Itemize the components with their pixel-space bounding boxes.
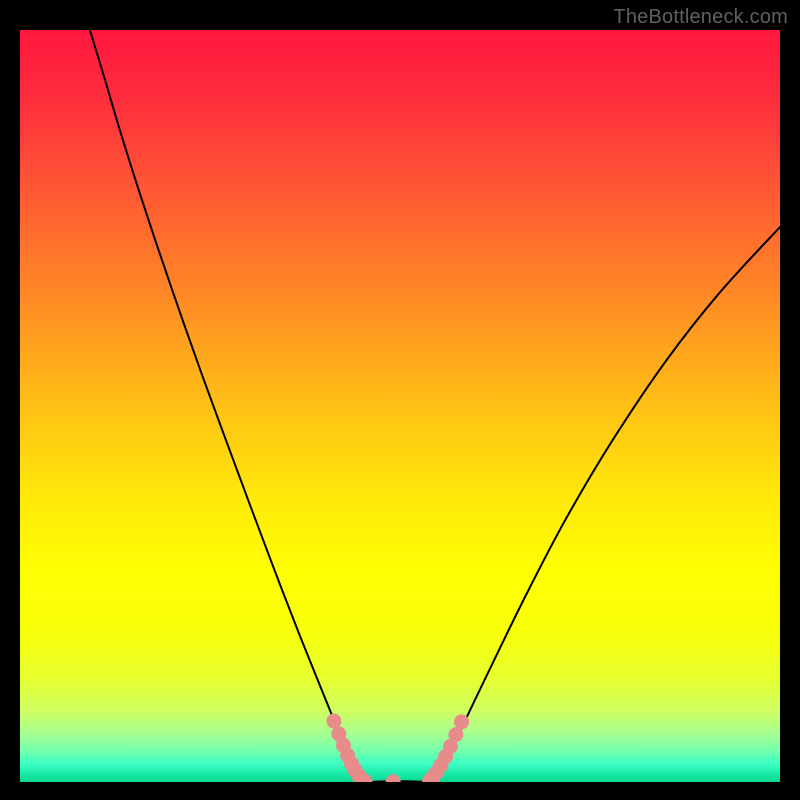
watermark-text: TheBottleneck.com: [613, 6, 788, 29]
bottleneck-chart: [20, 30, 780, 782]
dot-right: [454, 714, 469, 729]
dot-left: [326, 714, 341, 729]
gradient-background: [20, 30, 780, 782]
chart-svg: [20, 30, 780, 782]
dot-right: [448, 727, 463, 742]
